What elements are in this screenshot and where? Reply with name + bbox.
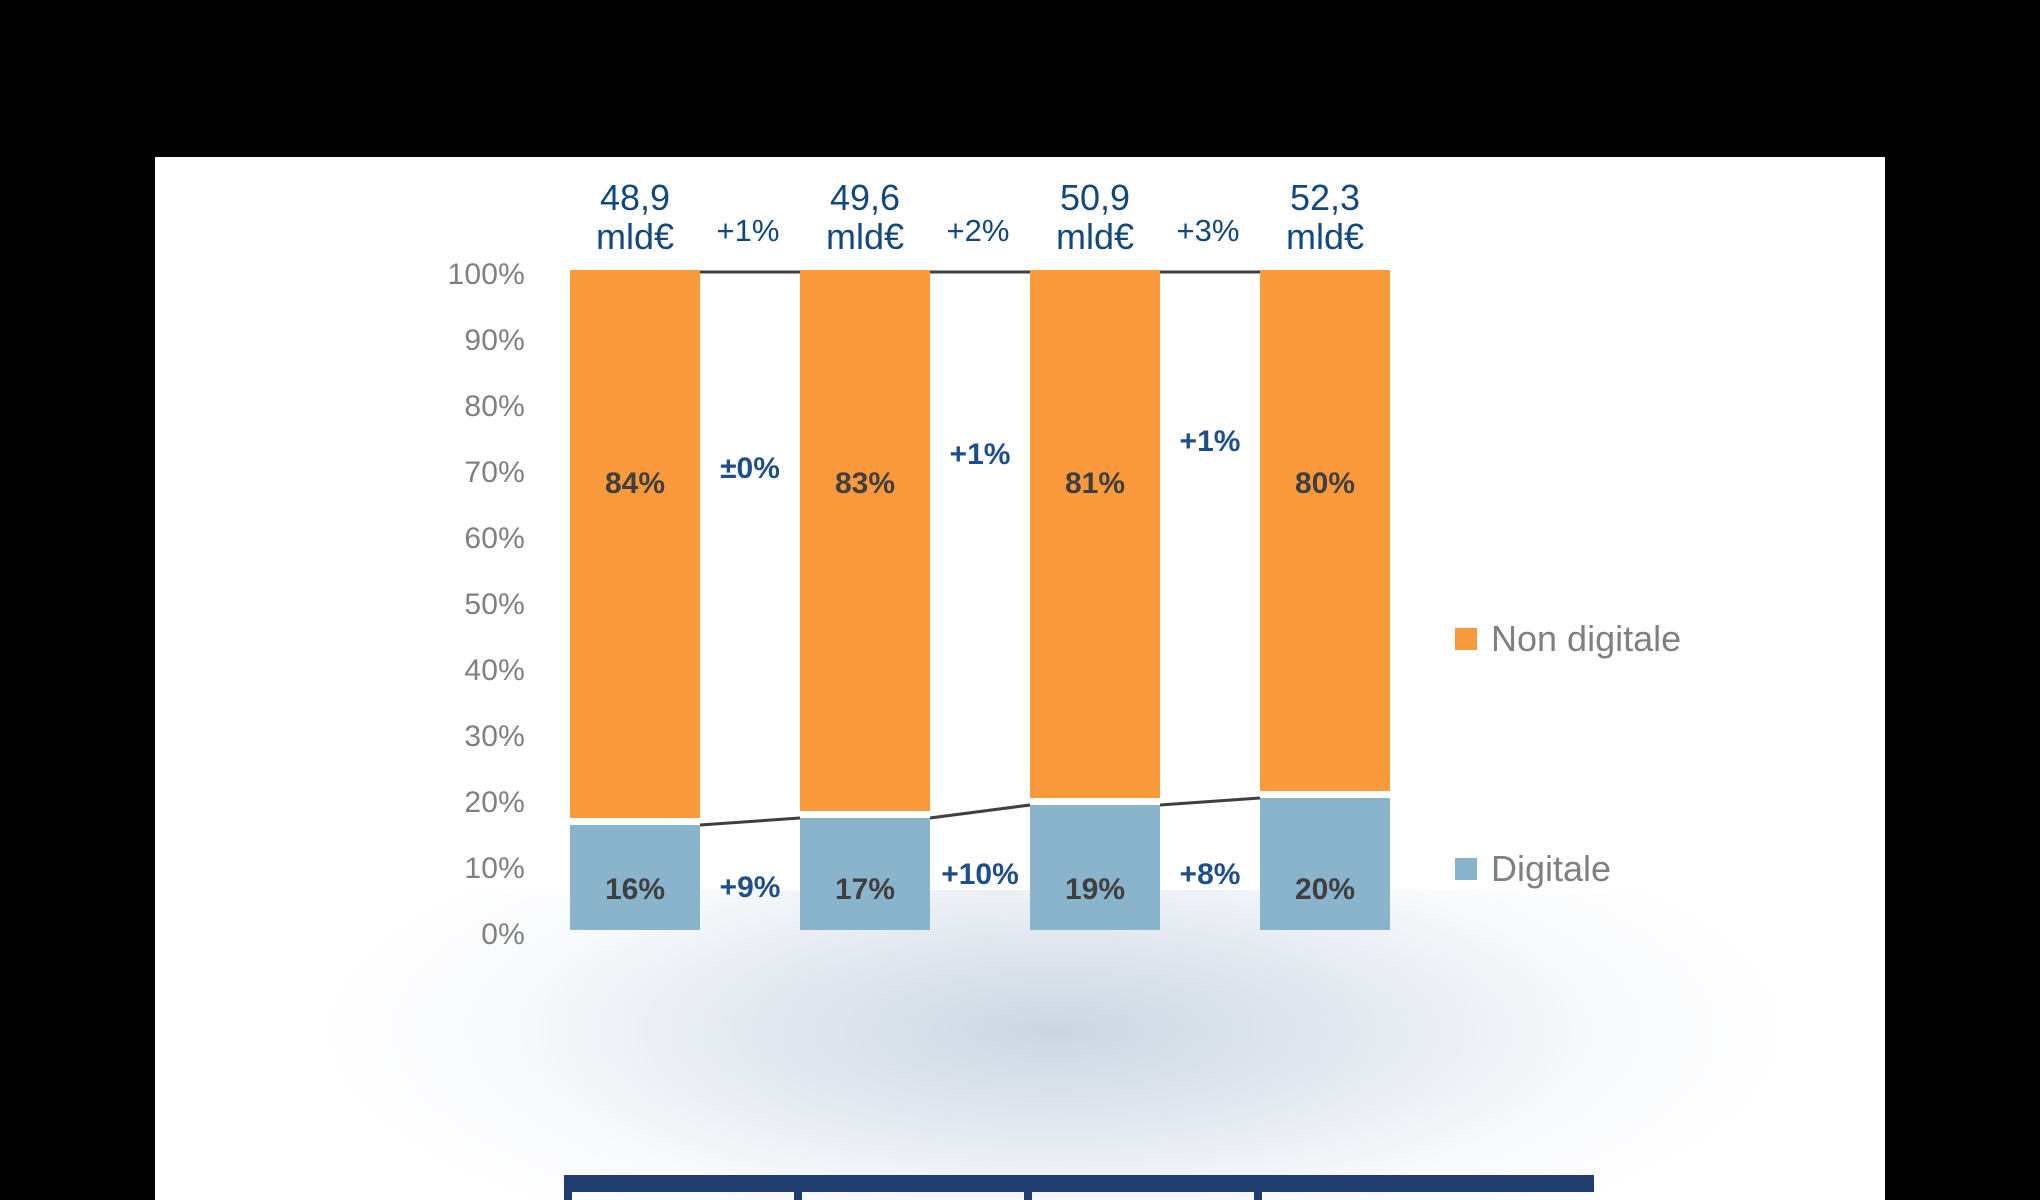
segment-label-non-digitale-2015: 81% <box>1064 467 1126 500</box>
x-tick-0 <box>564 1192 572 1200</box>
y-tick-0: 0% <box>481 918 525 951</box>
segment-label-digitale-2015: 19% <box>1064 873 1126 906</box>
totals-row: 48,9 mld€ 49,6 mld€ 50,9 mld€ 52,3 mld€ … <box>570 157 1480 267</box>
stacked-bar-chart: 48,9 mld€ 49,6 mld€ 50,9 mld€ 52,3 mld€ … <box>155 157 1885 1200</box>
segment-digitale-2015[interactable]: 19% <box>1030 805 1160 930</box>
total-growth-2014-2015: +2% <box>946 213 1010 248</box>
bar-stack-2013: 84% 16% <box>570 270 700 930</box>
bar-column-2014[interactable]: 83% 17% <box>800 270 930 930</box>
segment-digitale-2013[interactable]: 16% <box>570 825 700 930</box>
growth-digitale-2013-2014: +9% <box>719 871 781 904</box>
segment-non-digitale-2014[interactable]: 83% <box>800 270 930 811</box>
bar-column-2013[interactable]: 84% 16% <box>570 270 700 930</box>
segment-label-digitale-2016: 20% <box>1294 873 1356 906</box>
total-growth-2013-2014: +1% <box>716 213 780 248</box>
total-value-2016: 52,3 <box>1289 177 1361 218</box>
segment-label-non-digitale-2013: 84% <box>604 467 666 500</box>
x-axis-line <box>564 1175 1594 1192</box>
segment-non-digitale-2013[interactable]: 84% <box>570 270 700 818</box>
total-label-2013: 48,9 mld€ <box>565 177 705 257</box>
y-tick-20: 20% <box>464 786 525 819</box>
total-label-2014: 49,6 mld€ <box>795 177 935 257</box>
growth-non-digitale-2014-2015: +1% <box>949 438 1011 471</box>
segment-label-digitale-2013: 16% <box>604 873 666 906</box>
x-tick-3 <box>1254 1192 1262 1200</box>
x-tick-1 <box>794 1192 802 1200</box>
segment-digitale-2014[interactable]: 17% <box>800 818 930 930</box>
total-value-2014: 49,6 <box>829 177 901 218</box>
total-label-2015: 50,9 mld€ <box>1025 177 1165 257</box>
y-tick-100: 100% <box>447 258 525 291</box>
total-value-2013: 48,9 <box>599 177 671 218</box>
y-tick-30: 30% <box>464 720 525 753</box>
bar-column-2015[interactable]: 81% 19% <box>1030 270 1160 930</box>
segment-digitale-2016[interactable]: 20% <box>1260 798 1390 930</box>
legend-swatch-non-digitale-icon <box>1455 628 1477 650</box>
bar-column-2016[interactable]: 80% 20% <box>1260 270 1390 930</box>
segment-non-digitale-2016[interactable]: 80% <box>1260 270 1390 791</box>
y-tick-90: 90% <box>464 324 525 357</box>
y-tick-10: 10% <box>464 852 525 885</box>
bar-stack-2014: 83% 17% <box>800 270 930 930</box>
legend-swatch-digitale-icon <box>1455 858 1477 880</box>
x-axis-ticks <box>564 1192 1594 1200</box>
bar-stack-2016: 80% 20% <box>1260 270 1390 930</box>
legend-label-digitale: Digitale <box>1491 848 1612 889</box>
y-axis: 100% 90% 80% 70% 60% 50% 40% 30% 20% 10%… <box>360 157 525 1200</box>
total-unit-2015: mld€ <box>1055 215 1135 257</box>
total-growth-2015-2016: +3% <box>1176 213 1240 248</box>
y-tick-60: 60% <box>464 522 525 555</box>
legend-label-non-digitale: Non digitale <box>1491 618 1682 659</box>
total-unit-2016: mld€ <box>1285 215 1365 257</box>
legend-item-non-digitale[interactable]: Non digitale <box>1455 618 1681 660</box>
segment-label-non-digitale-2016: 80% <box>1294 467 1356 500</box>
growth-non-digitale-2013-2014: ±0% <box>720 452 780 485</box>
x-tick-2 <box>1024 1192 1032 1200</box>
growth-digitale-2015-2016: +8% <box>1179 858 1241 891</box>
y-tick-70: 70% <box>464 456 525 489</box>
y-tick-40: 40% <box>464 654 525 687</box>
y-tick-80: 80% <box>464 390 525 423</box>
growth-non-digitale-2015-2016: +1% <box>1179 425 1241 458</box>
legend-item-digitale[interactable]: Digitale <box>1455 848 1611 890</box>
segment-label-digitale-2014: 17% <box>834 873 896 906</box>
segment-non-digitale-2015[interactable]: 81% <box>1030 270 1160 798</box>
total-label-2016: 52,3 mld€ <box>1255 177 1395 257</box>
total-unit-2013: mld€ <box>595 215 675 257</box>
total-unit-2014: mld€ <box>825 215 905 257</box>
growth-digitale-2014-2015: +10% <box>941 858 1019 891</box>
total-value-2015: 50,9 <box>1059 177 1131 218</box>
segment-label-non-digitale-2014: 83% <box>834 467 896 500</box>
bar-stack-2015: 81% 19% <box>1030 270 1160 930</box>
plot-area: 84% 16% 83% 17% <box>570 270 1480 930</box>
y-tick-50: 50% <box>464 588 525 621</box>
slide-panel: 48,9 mld€ 49,6 mld€ 50,9 mld€ 52,3 mld€ … <box>155 157 1885 1200</box>
